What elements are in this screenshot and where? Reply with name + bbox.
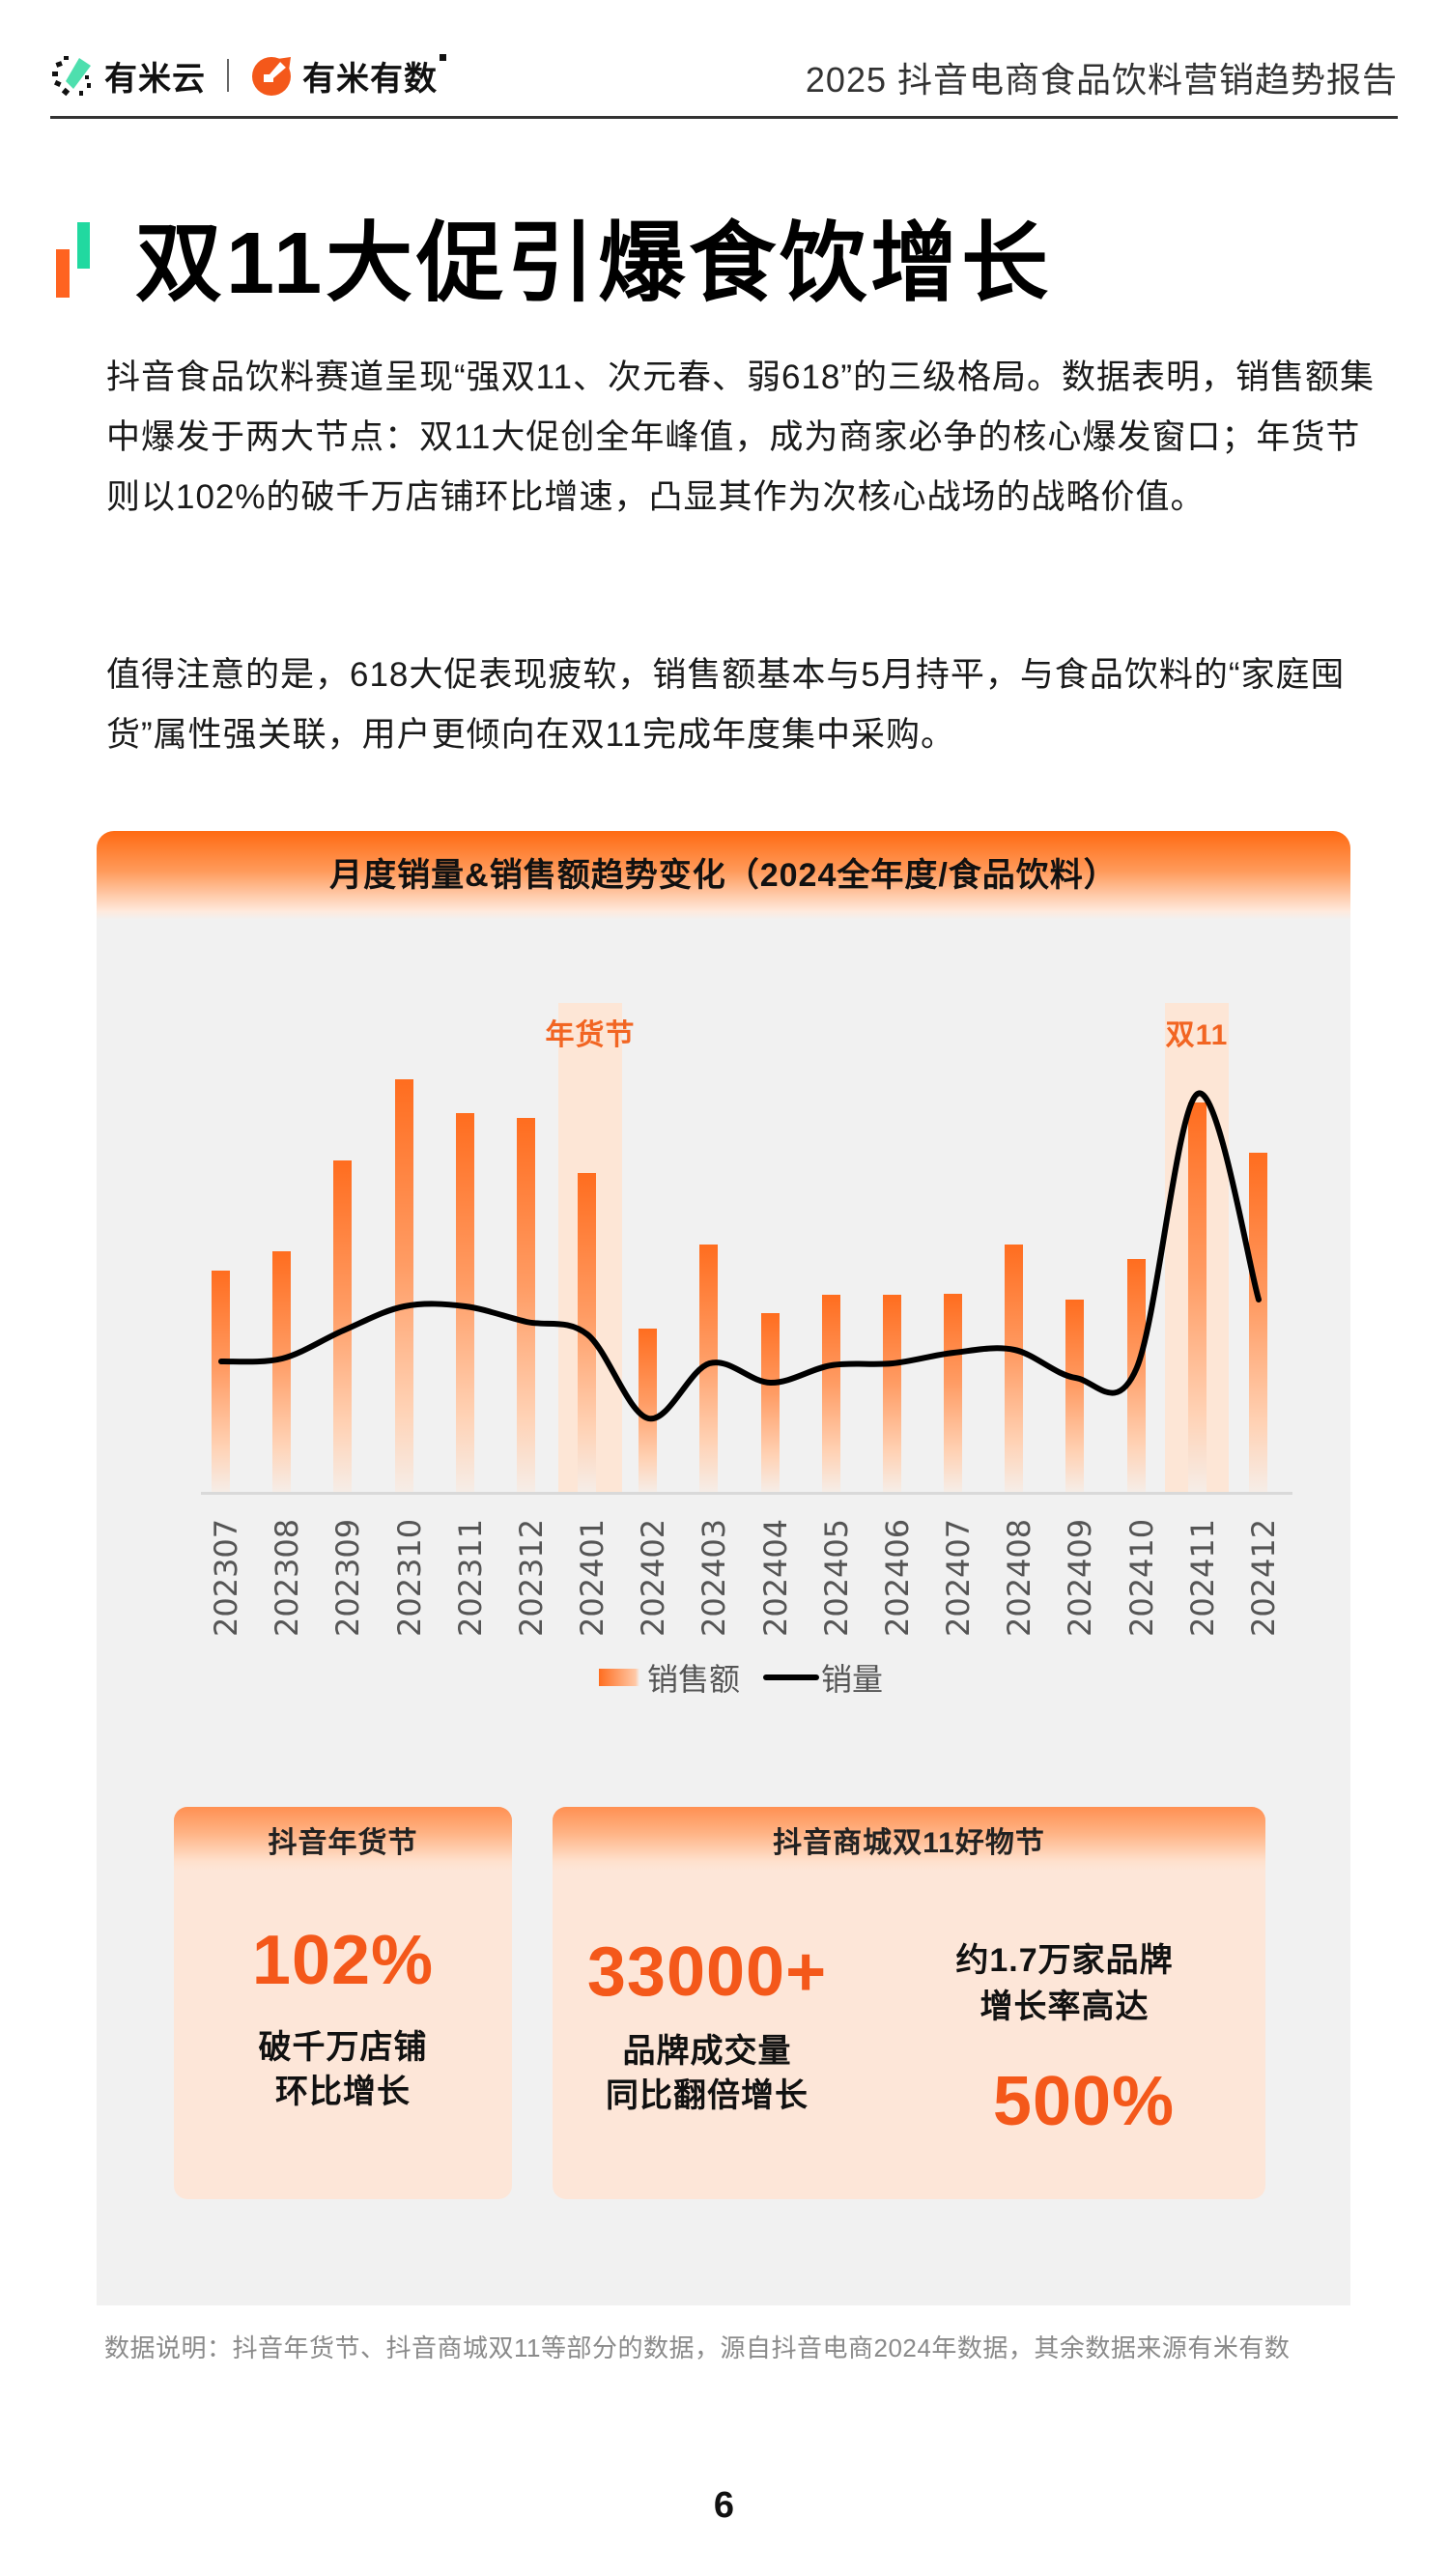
stat-left-desc-line2: 同比翻倍增长 [606,2077,809,2114]
bar-202308 [272,1251,292,1492]
bar-202405 [821,1295,840,1492]
bar-202409 [1065,1300,1085,1492]
bar-202307 [212,1271,230,1492]
bar-202309 [333,1160,353,1492]
stat-card-double11: 抖音商城双11好物节 33000+ 品牌成交量 同比翻倍增长 约1.7万家品牌 … [553,1807,1265,2199]
bar-202406 [882,1295,901,1492]
title-accent-orange-bar-icon [56,249,70,298]
page-title: 双11大促引爆食饮增长 [135,215,1053,312]
trademark-square-icon [440,54,446,61]
x-axis-line [201,1492,1292,1495]
stat-right-desc-line1: 约1.7万家品牌 [955,1942,1174,1979]
legend-label-sales-amount: 销售额 [647,1662,741,1697]
stat-number-33000: 33000+ [586,1933,828,2011]
title-accent-green-bar-icon [77,222,90,269]
stat-card-header: 抖音商城双11好物节 [553,1807,1265,1871]
chart-legend: 销售额 销量 [599,1656,883,1699]
legend-line-swatch-icon [763,1674,820,1680]
bar-202403 [699,1245,719,1492]
logo-divider [227,59,229,92]
bar-202408 [1005,1245,1024,1492]
stat-left-desc-line1: 品牌成交量 [622,2033,792,2070]
page-header: 有米云 有米有数 2025 抖音电商食品饮料营销趋势报告 [50,39,1398,116]
annotation-double11: 双11 [1165,1019,1229,1051]
note-paragraph: 值得注意的是，618大促表现疲软，销售额基本与5月持平，与食品饮料的“家庭囤货”… [106,656,1346,754]
page-number: 6 [713,2485,735,2526]
stat-number-102: 102% [251,1922,435,1999]
stat-card-title: 抖音年货节 [268,1827,418,1859]
youmi-cloud-logo-text: 有米云 [104,60,206,98]
stat-desc-line2: 环比增长 [275,2074,411,2110]
report-title: 2025 抖音电商食品饮料营销趋势报告 [805,60,1398,100]
bar-202402 [639,1329,658,1492]
annotation-nianhuojie: 年货节 [545,1019,636,1051]
legend-label-sales-volume: 销量 [821,1662,884,1697]
header-divider [50,116,1398,119]
bar-202311 [455,1113,474,1492]
bar-202407 [944,1294,963,1492]
stat-number-500: 500% [992,2063,1176,2140]
youmi-data-logo-icon [252,57,291,96]
stat-desc-line1: 破千万店铺 [258,2029,428,2066]
sales-volume-line-path [218,1090,1262,1422]
bar-202312 [516,1118,535,1492]
stat-card-title: 抖音商城双11好物节 [773,1827,1045,1859]
stat-card-header: 抖音年货节 [174,1807,512,1871]
bar-202411 [1187,1102,1207,1492]
stat-right-desc-line2: 增长率高达 [980,1989,1150,2025]
legend-bar-swatch-icon [599,1669,639,1686]
youmi-data-logo-text: 有米有数 [302,60,438,98]
bar-202404 [760,1313,780,1492]
data-source-note: 数据说明：抖音年货节、抖音商城双11等部分的数据，源自抖音电商2024年数据，其… [104,2333,1291,2362]
chart-card-header: 月度销量&销售额趋势变化（2024全年度/食品饮料） [97,831,1350,920]
bar-202310 [394,1079,413,1492]
bar-202412 [1249,1153,1267,1492]
intro-paragraph: 抖音食品饮料赛道呈现“强双11、次元春、弱618”的三级格局。数据表明，销售额集… [106,358,1376,516]
youmi-cloud-logo-icon [52,56,91,97]
stat-card-nianhuojie: 抖音年货节 102% 破千万店铺 环比增长 [174,1807,512,2199]
logo-group: 有米云 有米有数 [50,48,446,102]
chart-title: 月度销量&销售额趋势变化（2024全年度/食品饮料） [329,857,1118,894]
